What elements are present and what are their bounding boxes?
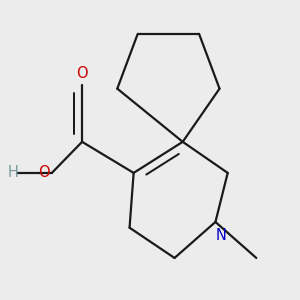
Text: O: O: [38, 165, 50, 180]
Text: H: H: [7, 165, 18, 180]
Text: O: O: [76, 66, 88, 81]
Text: N: N: [216, 228, 226, 243]
